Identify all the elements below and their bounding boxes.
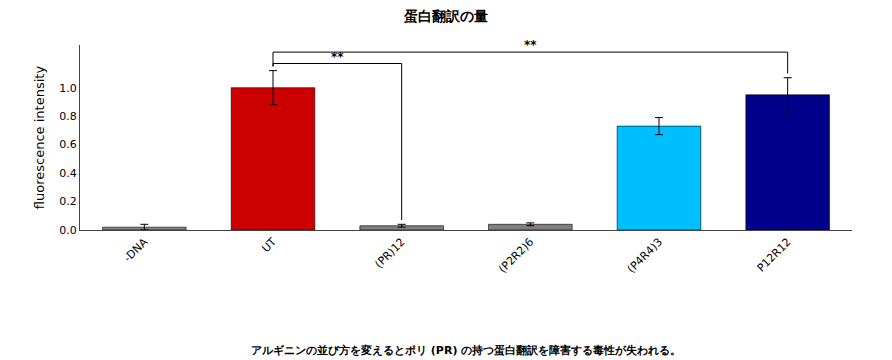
svg-text:アルギニンの並び方を変えるとポリ (PR) の持つ蛋白翻訳を: アルギニンの並び方を変えるとポリ (PR) の持つ蛋白翻訳を障害する毒性が失われ… [251,344,681,357]
svg-text:(P2R2)6: (P2R2)6 [496,236,536,276]
svg-text:0.8: 0.8 [59,110,77,123]
svg-text:**: ** [524,38,537,52]
svg-text:蛋白翻訳の量: 蛋白翻訳の量 [403,8,488,24]
svg-text:P12R12: P12R12 [755,236,794,275]
svg-text:0.4: 0.4 [59,167,77,180]
svg-text:**: ** [331,50,344,64]
svg-text:0.2: 0.2 [59,195,77,208]
svg-text:1.0: 1.0 [59,82,77,95]
svg-text:(PR)12: (PR)12 [372,236,407,271]
svg-text:-DNA: -DNA [121,235,150,264]
svg-text:UT: UT [259,235,279,255]
svg-text:0.0: 0.0 [59,224,77,237]
svg-text:0.6: 0.6 [59,138,77,151]
svg-text:fluorescence intensity: fluorescence intensity [32,66,47,210]
svg-text:(P4R4)3: (P4R4)3 [625,236,665,276]
